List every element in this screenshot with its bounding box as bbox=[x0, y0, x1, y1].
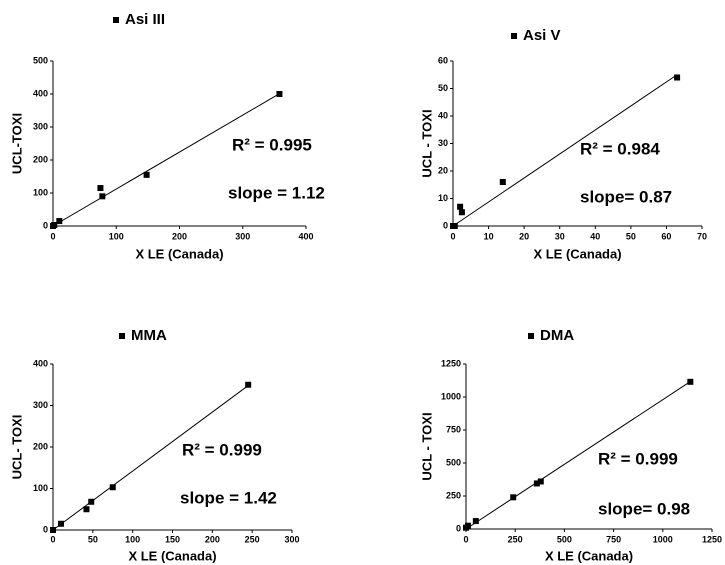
x-tick-label: 20 bbox=[519, 231, 529, 241]
point bbox=[451, 223, 458, 229]
y-tick-label: 500 bbox=[33, 55, 48, 65]
point bbox=[457, 203, 464, 210]
annotation: slope= 0.98 bbox=[598, 499, 690, 518]
point bbox=[99, 193, 106, 200]
x-tick-label: 70 bbox=[697, 231, 707, 241]
y-tick-label: 0 bbox=[43, 524, 48, 534]
trendline bbox=[52, 385, 249, 531]
x-tick-label: 40 bbox=[590, 231, 600, 241]
x-tick-label: 400 bbox=[298, 231, 313, 241]
x-axis-label: X LE (Canada) bbox=[533, 246, 621, 261]
x-tick-label: 500 bbox=[557, 534, 572, 544]
y-tick-label: 0 bbox=[43, 220, 48, 230]
x-tick-label: 300 bbox=[284, 534, 299, 544]
x-axis-label: X LE (Canada) bbox=[545, 548, 633, 563]
trendline bbox=[52, 93, 280, 227]
y-tick-label: 1000 bbox=[441, 391, 461, 401]
y-tick-label: 40 bbox=[438, 110, 448, 120]
y-tick-label: 200 bbox=[33, 441, 48, 451]
y-tick-label: 300 bbox=[33, 400, 48, 410]
point bbox=[464, 522, 471, 529]
annotation: slope = 1.12 bbox=[228, 183, 325, 202]
y-tick-label: 400 bbox=[33, 88, 48, 98]
annotation: R² = 0.995 bbox=[232, 135, 312, 154]
y-tick-label: 500 bbox=[446, 457, 461, 467]
y-axis-label: UCL - TOXI bbox=[419, 109, 434, 177]
y-tick-label: 0 bbox=[443, 220, 448, 230]
y-axis-label: UCL- TOXI bbox=[9, 415, 24, 480]
trendline bbox=[452, 74, 678, 227]
point bbox=[56, 218, 63, 225]
x-tick-label: 750 bbox=[606, 534, 621, 544]
x-tick-label: 100 bbox=[125, 534, 140, 544]
annotation: R² = 0.999 bbox=[598, 449, 678, 468]
point bbox=[472, 518, 479, 525]
x-tick-label: 100 bbox=[109, 231, 124, 241]
annotation: R² = 0.999 bbox=[182, 440, 262, 459]
y-tick-label: 1250 bbox=[441, 358, 461, 368]
x-tick-label: 200 bbox=[205, 534, 220, 544]
x-axis-label: X LE (Canada) bbox=[128, 548, 216, 563]
y-tick-label: 100 bbox=[33, 483, 48, 493]
x-tick-label: 50 bbox=[88, 534, 98, 544]
point bbox=[143, 171, 150, 178]
x-tick-label: 30 bbox=[555, 231, 565, 241]
y-tick-label: 60 bbox=[438, 55, 448, 65]
x-tick-label: 200 bbox=[172, 231, 187, 241]
y-axis-label: UCL-TOXI bbox=[9, 113, 24, 174]
annotation: slope = 1.42 bbox=[180, 488, 277, 507]
x-tick-label: 50 bbox=[626, 231, 636, 241]
x-tick-label: 0 bbox=[50, 534, 55, 544]
y-tick-label: 750 bbox=[446, 424, 461, 434]
x-tick-label: 60 bbox=[661, 231, 671, 241]
point bbox=[83, 506, 90, 513]
trendline bbox=[465, 381, 691, 530]
legend-marker bbox=[528, 333, 534, 339]
x-tick-label: 1000 bbox=[653, 534, 673, 544]
annotation: slope= 0.87 bbox=[580, 187, 672, 206]
x-tick-label: 250 bbox=[508, 534, 523, 544]
annotation: R² = 0.984 bbox=[580, 139, 660, 158]
legend-marker bbox=[113, 17, 119, 23]
point bbox=[537, 478, 544, 485]
y-tick-label: 300 bbox=[33, 121, 48, 131]
legend-label: Asi V bbox=[523, 27, 561, 44]
legend-label: MMA bbox=[131, 327, 167, 344]
point bbox=[510, 494, 517, 501]
legend-label: DMA bbox=[540, 327, 574, 344]
y-tick-label: 250 bbox=[446, 490, 461, 500]
legend-marker bbox=[119, 333, 125, 339]
point bbox=[674, 74, 681, 81]
point bbox=[499, 179, 506, 185]
x-tick-label: 300 bbox=[235, 231, 250, 241]
point bbox=[245, 381, 252, 388]
x-tick-label: 150 bbox=[165, 534, 180, 544]
y-tick-label: 400 bbox=[33, 358, 48, 368]
point bbox=[97, 185, 104, 192]
x-tick-label: 250 bbox=[245, 534, 260, 544]
x-tick-label: 0 bbox=[50, 231, 55, 241]
legend-marker bbox=[511, 33, 517, 39]
x-axis-label: X LE (Canada) bbox=[135, 246, 223, 261]
y-tick-label: 30 bbox=[438, 138, 448, 148]
y-tick-label: 200 bbox=[33, 154, 48, 164]
y-axis-label: UCL - TOXI bbox=[419, 412, 434, 480]
y-tick-label: 10 bbox=[438, 193, 448, 203]
y-tick-label: 0 bbox=[456, 523, 461, 533]
y-tick-label: 100 bbox=[33, 187, 48, 197]
point bbox=[458, 209, 465, 216]
y-tick-label: 50 bbox=[438, 83, 448, 93]
x-tick-label: 10 bbox=[484, 231, 494, 241]
x-tick-label: 0 bbox=[463, 534, 468, 544]
legend-label: Asi III bbox=[125, 11, 165, 28]
point bbox=[533, 480, 540, 487]
x-tick-label: 0 bbox=[450, 231, 455, 241]
y-tick-label: 20 bbox=[438, 165, 448, 175]
x-tick-label: 1250 bbox=[702, 534, 722, 544]
point bbox=[109, 484, 116, 491]
